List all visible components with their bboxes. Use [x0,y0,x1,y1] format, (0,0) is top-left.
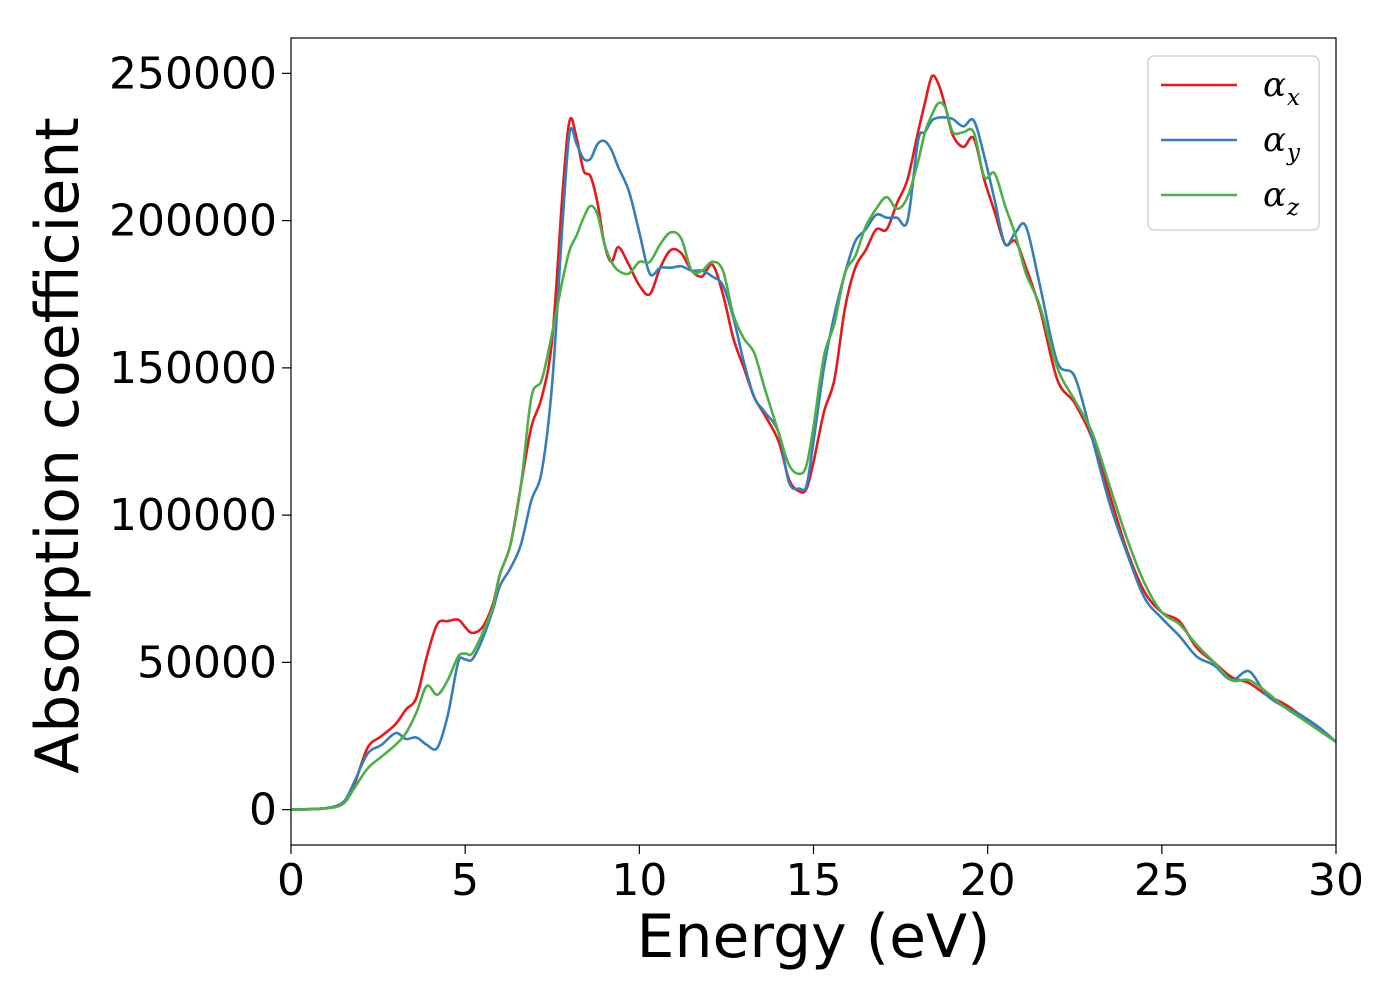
x-tick-label: 15 [786,855,842,906]
legend-subscript-z: z [1286,195,1300,221]
x-axis-title: Energy (eV) [637,902,991,972]
tick-layer: 0 5 10 15 20 25 30 0 50000 100000 150000 200000 2500… [109,48,1364,906]
legend-box [1147,55,1320,231]
legend-subscript-x: x [1287,85,1300,111]
series-line-y [290,115,1337,811]
legend-subscript-y: y [1286,140,1301,166]
y-tick-label: 100000 [109,490,277,541]
y-tick-label: 250000 [109,48,277,99]
y-axis-title: Absorption coefficient [23,117,93,774]
x-tick-label: 20 [960,855,1016,906]
x-tick-label: 10 [611,855,667,906]
series-line-z [290,101,1337,811]
x-tick-label: 25 [1134,855,1190,906]
y-tick-label: 200000 [109,196,277,247]
y-tick-label: 150000 [109,343,277,394]
series-layer [290,74,1337,811]
x-tick-label: 30 [1308,855,1364,906]
x-tick-label: 0 [277,855,305,906]
y-tick-label: 0 [249,785,277,836]
y-tick-label: 50000 [137,637,277,688]
series-line-x [290,74,1337,811]
x-tick-label: 5 [451,855,479,906]
